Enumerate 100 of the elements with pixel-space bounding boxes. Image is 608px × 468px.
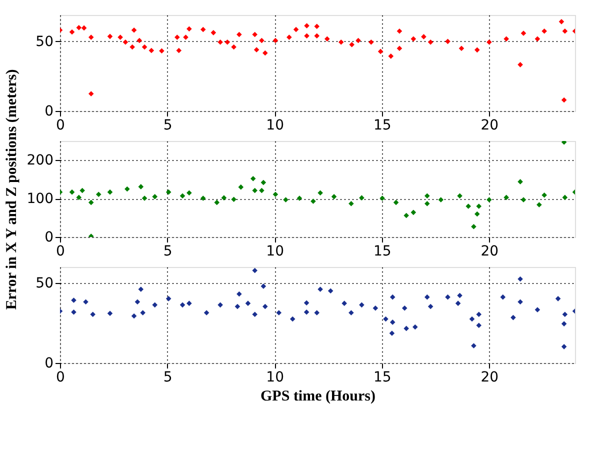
x-tick-label: 15: [373, 370, 392, 386]
point: [138, 286, 144, 292]
point: [510, 314, 516, 320]
point: [455, 300, 461, 306]
point: [561, 344, 567, 350]
point: [134, 299, 140, 305]
point: [390, 320, 396, 325]
point: [290, 316, 296, 322]
point: [562, 312, 568, 318]
x-tick-label: 10: [266, 118, 284, 134]
point: [404, 326, 409, 332]
x-tick-label: 0: [56, 244, 65, 260]
point: [180, 193, 186, 199]
point: [96, 192, 102, 198]
point: [457, 193, 462, 199]
y-tick-label: 0: [44, 230, 54, 246]
point: [359, 302, 364, 308]
point: [424, 200, 430, 206]
point: [180, 302, 186, 308]
y-tick-label: 200: [26, 152, 54, 169]
point: [359, 195, 364, 200]
point: [166, 296, 172, 302]
point: [152, 194, 158, 200]
x-tick-label: 15: [373, 118, 392, 134]
point: [252, 188, 258, 194]
point: [272, 192, 278, 198]
point: [518, 299, 523, 305]
point: [486, 197, 492, 202]
x-tick-label: 20: [480, 118, 499, 134]
point: [276, 310, 282, 316]
point: [304, 309, 310, 315]
point: [474, 211, 480, 217]
point: [424, 294, 430, 300]
point: [466, 204, 471, 209]
point: [328, 288, 334, 294]
point: [236, 291, 242, 297]
point: [310, 198, 316, 204]
point: [518, 179, 523, 184]
y-axis-title: Error in X Y and Z positions (meters): [4, 69, 20, 310]
point: [476, 204, 482, 209]
point: [283, 197, 288, 202]
point: [138, 184, 144, 190]
x-tick-label: 0: [56, 370, 65, 386]
point: [536, 202, 542, 208]
point: [90, 312, 96, 318]
y-tick-label: 50: [36, 276, 54, 292]
x-tick-label: 0: [56, 118, 65, 134]
point: [410, 210, 416, 216]
point: [71, 298, 76, 303]
x-tick-label: 5: [163, 370, 172, 386]
point: [260, 180, 266, 186]
point: [393, 200, 399, 206]
point: [304, 300, 310, 306]
point: [186, 190, 192, 196]
point: [555, 296, 561, 302]
point: [348, 200, 354, 206]
point: [500, 294, 506, 300]
point: [71, 309, 76, 315]
point: [469, 316, 475, 322]
point: [412, 324, 418, 330]
point: [69, 189, 75, 195]
point: [221, 195, 227, 200]
point: [200, 196, 206, 201]
point: [424, 193, 430, 199]
point: [318, 190, 323, 196]
point: [252, 268, 258, 274]
x-tick-label: 10: [266, 244, 284, 260]
point: [314, 310, 320, 316]
point: [250, 176, 256, 182]
point: [214, 200, 220, 206]
point: [76, 194, 82, 200]
point: [252, 312, 258, 318]
y-tick-label: 50: [36, 34, 54, 50]
point: [166, 189, 172, 195]
x-tick-label: 20: [480, 370, 499, 386]
point: [231, 196, 236, 202]
point: [476, 312, 482, 318]
x-axis-title: GPS time (Hours): [260, 388, 376, 404]
point: [372, 305, 378, 311]
x-tick-label: 15: [373, 244, 392, 260]
point: [471, 343, 476, 348]
point: [83, 299, 88, 305]
y-tick-label: 0: [44, 104, 54, 120]
point: [238, 184, 244, 190]
point: [262, 304, 268, 310]
x-tick-label: 10: [266, 370, 284, 386]
point: [88, 200, 94, 206]
point: [476, 322, 482, 328]
point: [218, 302, 223, 308]
point: [260, 284, 266, 289]
point: [390, 294, 396, 300]
point: [504, 194, 509, 200]
point: [107, 189, 113, 195]
point: [438, 197, 444, 202]
x-tick-label: 5: [163, 244, 172, 260]
point: [342, 300, 347, 306]
x-tick-label: 20: [480, 244, 499, 260]
point: [562, 194, 568, 200]
y-tick-label: 100: [26, 191, 54, 208]
point: [428, 304, 434, 310]
